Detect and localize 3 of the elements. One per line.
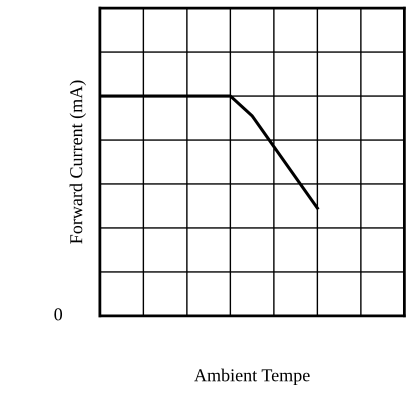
- text: 0: [54, 308, 62, 320]
- y-axis-title: Forward Current (mA): [70, 80, 86, 244]
- x-axis-title: Ambient Tempe: [194, 368, 310, 386]
